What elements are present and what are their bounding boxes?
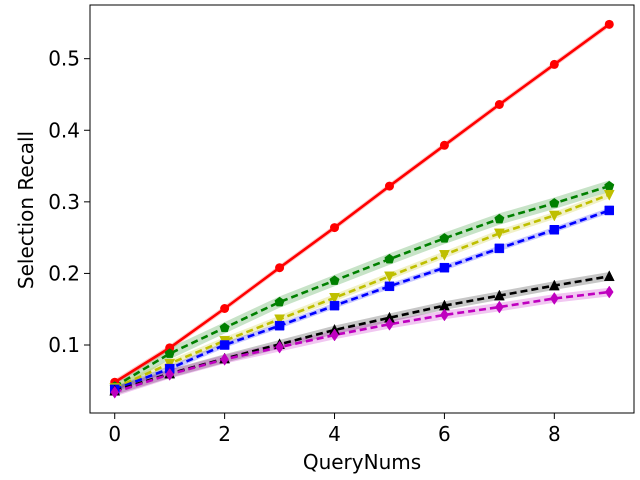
series-1-point xyxy=(274,296,285,307)
series-1-point xyxy=(329,275,340,285)
y-axis-label: Selection Recall xyxy=(14,131,38,289)
series-5-point xyxy=(165,367,174,381)
series-3-point xyxy=(604,205,615,216)
series-5-point xyxy=(275,340,284,354)
y-tick-label: 0.4 xyxy=(48,118,80,142)
series-4-band xyxy=(114,271,610,396)
series-0-point xyxy=(549,59,559,69)
series-1-point xyxy=(494,213,505,224)
series-2-line xyxy=(114,193,610,390)
series-1-line xyxy=(114,184,610,388)
x-axis-label: QueryNums xyxy=(303,450,421,474)
x-tick-label: 8 xyxy=(548,422,561,446)
series-5-point xyxy=(550,292,559,305)
series-4-line xyxy=(114,275,610,393)
y-tick-label: 0.5 xyxy=(48,47,80,71)
series-0-point xyxy=(384,181,394,191)
series-1-point xyxy=(384,253,395,264)
series-5-point xyxy=(220,352,229,366)
series-markers xyxy=(109,19,615,399)
series-3-point xyxy=(494,243,505,254)
series-0-point xyxy=(604,19,614,29)
series-2-point xyxy=(439,250,450,261)
x-tick-label: 0 xyxy=(108,422,121,446)
series-0-point xyxy=(494,99,504,109)
y-tick-label: 0.2 xyxy=(48,261,80,285)
x-axis-ticks: 0 2 4 6 8 xyxy=(108,413,561,446)
series-2-point xyxy=(493,228,505,240)
series-5-point xyxy=(110,385,120,399)
series-2-point xyxy=(384,271,395,283)
series-0-point xyxy=(275,263,285,273)
y-tick-label: 0.3 xyxy=(48,190,80,214)
series-5-line xyxy=(114,290,610,394)
series-2-point xyxy=(603,189,615,201)
series-4-point xyxy=(603,270,615,282)
series-5-point xyxy=(330,328,339,342)
series-0-point xyxy=(439,140,449,150)
series-3-point xyxy=(384,281,395,292)
series-3-band xyxy=(114,207,610,393)
series-5-point xyxy=(604,285,614,299)
series-2-point xyxy=(274,314,285,326)
series-2-band xyxy=(114,191,610,392)
series-5-point xyxy=(385,317,394,331)
series-0-line xyxy=(114,23,611,384)
series-3-point xyxy=(329,300,340,311)
series-1-point xyxy=(549,197,560,208)
x-tick-label: 4 xyxy=(328,422,341,446)
series-1-point xyxy=(439,233,450,243)
series-4-point xyxy=(493,289,505,301)
series-3-point xyxy=(439,262,450,273)
series-2-point xyxy=(329,293,340,304)
series-1-point xyxy=(164,348,175,358)
series-2-point xyxy=(548,210,560,222)
series-3-line xyxy=(114,209,610,391)
series-lines xyxy=(114,23,611,394)
series-3-point xyxy=(219,340,230,350)
series-5-point xyxy=(440,308,449,322)
series-0-band xyxy=(114,21,610,386)
x-tick-label: 2 xyxy=(218,422,231,446)
series-0-point xyxy=(330,223,340,233)
y-axis-ticks: 0.1 0.2 0.3 0.4 0.5 xyxy=(48,47,90,357)
series-3-point xyxy=(549,225,560,235)
series-1-band xyxy=(114,180,610,393)
plot-frame xyxy=(89,4,635,414)
series-0-point xyxy=(220,303,230,313)
series-4-point xyxy=(548,279,560,291)
series-5-point xyxy=(495,300,504,314)
y-tick-label: 0.1 xyxy=(48,333,80,357)
x-tick-label: 6 xyxy=(438,422,451,446)
series-3-point xyxy=(274,320,285,331)
series-1-point xyxy=(219,322,230,333)
